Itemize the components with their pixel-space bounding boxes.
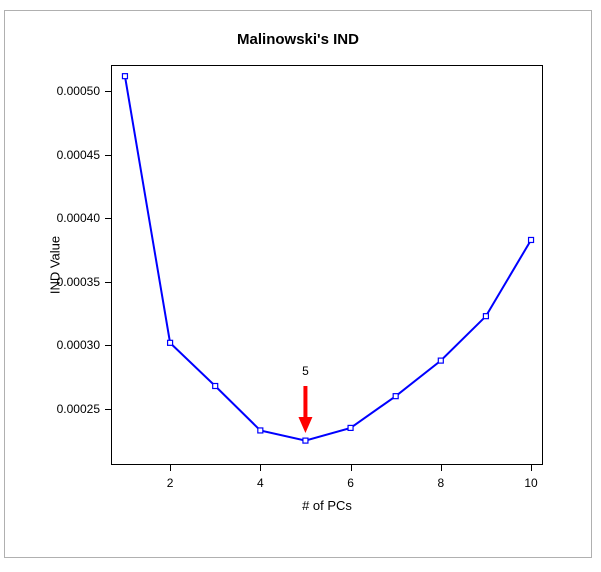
figure-window: Malinowski's IND IND Value # of PCs 2468… [0, 0, 601, 572]
data-marker [258, 428, 263, 433]
plot-area: IND Value # of PCs 2468100.000250.000300… [111, 65, 543, 465]
y-tick-label: 0.00045 [57, 148, 100, 162]
y-tick [105, 91, 111, 92]
x-tick [351, 465, 352, 471]
y-tick-label: 0.00040 [57, 211, 100, 225]
annotation-label: 5 [302, 364, 309, 378]
x-tick [531, 465, 532, 471]
data-marker [213, 384, 218, 389]
x-tick-label: 4 [257, 476, 264, 490]
data-marker [303, 438, 308, 443]
plot-panel: Malinowski's IND IND Value # of PCs 2468… [4, 10, 592, 558]
chart-title: Malinowski's IND [5, 31, 591, 48]
data-marker [529, 237, 534, 242]
y-tick [105, 345, 111, 346]
x-tick [441, 465, 442, 471]
y-tick-label: 0.00025 [57, 402, 100, 416]
data-marker [122, 74, 127, 79]
data-marker [393, 394, 398, 399]
y-tick-label: 0.00030 [57, 338, 100, 352]
y-tick [105, 155, 111, 156]
y-tick [105, 218, 111, 219]
data-marker [348, 425, 353, 430]
y-tick-label: 0.00035 [57, 275, 100, 289]
chart-svg [112, 66, 544, 466]
x-tick-label: 2 [167, 476, 174, 490]
y-tick-label: 0.00050 [57, 84, 100, 98]
x-tick [170, 465, 171, 471]
y-tick [105, 282, 111, 283]
data-marker [168, 340, 173, 345]
x-tick-label: 6 [347, 476, 354, 490]
data-marker [483, 314, 488, 319]
line-series [125, 76, 531, 440]
annotation-arrow-head [298, 417, 312, 433]
y-tick [105, 409, 111, 410]
x-tick-label: 10 [524, 476, 537, 490]
x-tick-label: 8 [437, 476, 444, 490]
x-tick [260, 465, 261, 471]
data-marker [438, 358, 443, 363]
x-axis-label: # of PCs [112, 498, 542, 513]
